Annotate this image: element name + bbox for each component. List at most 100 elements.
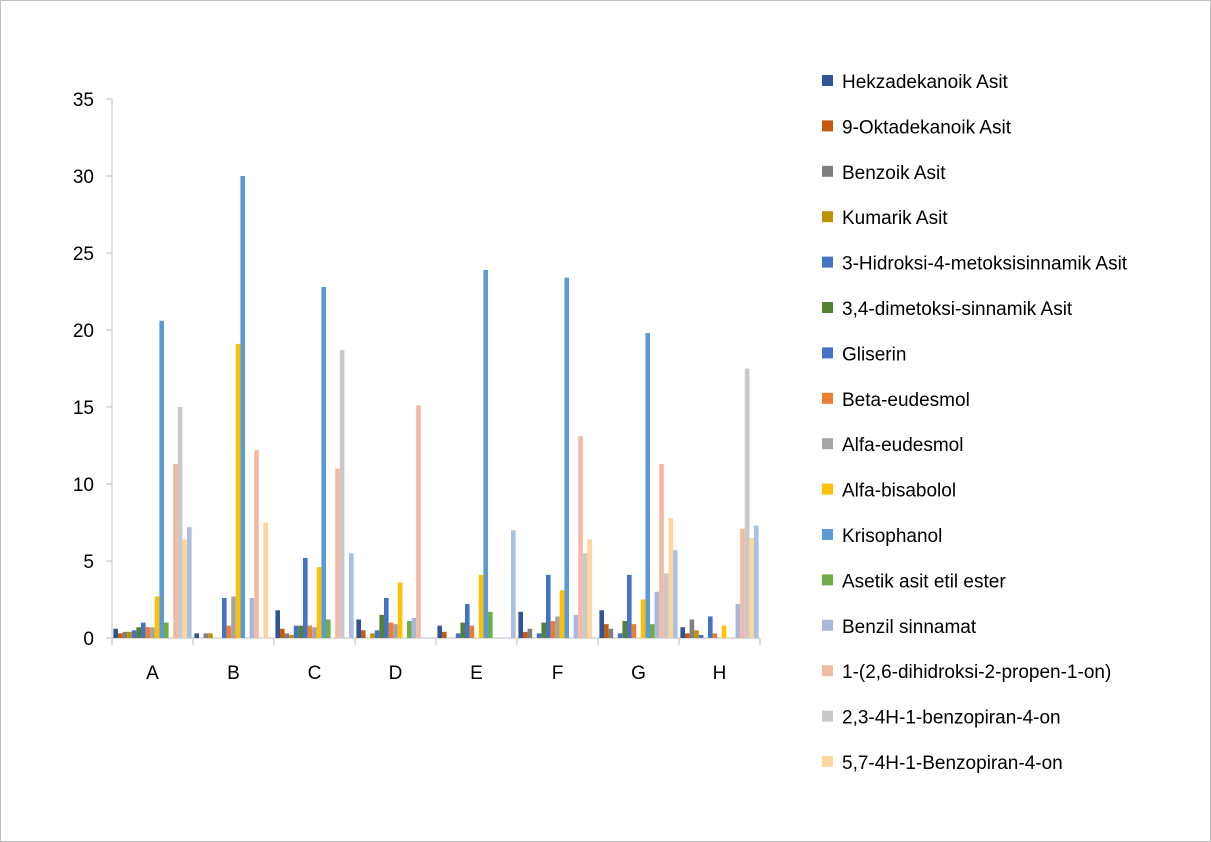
- bar: [240, 176, 245, 638]
- x-tick-label: C: [308, 663, 322, 684]
- legend-swatch: [822, 710, 833, 722]
- legend-label: 3-Hidroksi-4-metoksisinnamik Asit: [842, 254, 1128, 275]
- legend-label: 1-(2,6-dihidroksi-2-propen-1-on): [842, 662, 1111, 683]
- bar: [316, 567, 322, 638]
- legend-swatch: [822, 574, 833, 586]
- bar: [511, 530, 516, 638]
- bar: [150, 627, 155, 638]
- legend-swatch: [822, 619, 833, 631]
- bar: [437, 625, 442, 638]
- bar: [546, 574, 551, 638]
- bar: [275, 610, 280, 638]
- x-tick-label: A: [146, 663, 159, 684]
- bar: [312, 627, 317, 638]
- x-tick-label: D: [389, 663, 403, 684]
- bar: [617, 633, 623, 638]
- bar: [226, 625, 232, 638]
- legend-swatch: [822, 665, 833, 677]
- bar: [280, 628, 285, 638]
- bar: [249, 597, 255, 638]
- bar: [754, 525, 759, 638]
- y-tick-label: 30: [73, 167, 94, 188]
- legend-label: Gliserin: [842, 344, 906, 365]
- bar: [708, 616, 713, 638]
- legend-swatch: [822, 756, 833, 767]
- bar: [640, 599, 646, 638]
- bar: [478, 574, 484, 638]
- bar: [650, 624, 655, 638]
- bar: [222, 597, 227, 638]
- bar: [370, 633, 375, 638]
- bar: [335, 468, 340, 638]
- legend-label: Alfa-eudesmol: [842, 435, 963, 456]
- legend: Hekzadekanoik Asit 9-Oktadekanoik Asit Ben…: [822, 72, 1128, 774]
- bar: [321, 286, 326, 638]
- bar: [384, 597, 389, 638]
- bar: [622, 621, 627, 638]
- legend-swatch: [822, 211, 833, 223]
- bar: [231, 596, 236, 638]
- bar: [712, 633, 718, 638]
- x-tick-label: G: [631, 663, 646, 684]
- bar: [263, 522, 268, 638]
- bar: [680, 627, 685, 638]
- bar: [374, 630, 380, 638]
- bar: [455, 633, 461, 638]
- bar: [578, 436, 583, 638]
- bar: [303, 557, 308, 638]
- legend-swatch: [822, 75, 833, 86]
- bar: [608, 628, 614, 638]
- bar: [749, 537, 754, 638]
- bar: [154, 596, 160, 638]
- legend-swatch: [822, 256, 833, 268]
- bar: [356, 619, 361, 638]
- legend-swatch: [822, 438, 833, 450]
- bar: [113, 628, 118, 638]
- bar: [293, 625, 299, 638]
- bar: [599, 610, 604, 638]
- x-tick-label: B: [227, 663, 240, 684]
- bar: [582, 553, 588, 638]
- legend-swatch: [822, 529, 833, 540]
- bar: [518, 611, 523, 638]
- x-tick-label: E: [470, 663, 483, 684]
- y-tick-label: 15: [73, 398, 94, 419]
- legend-label: Benzoik Asit: [842, 163, 946, 184]
- bar: [685, 633, 690, 638]
- bar: [645, 333, 650, 638]
- bar: [523, 631, 528, 638]
- bar: [298, 625, 303, 638]
- y-tick-label: 5: [83, 552, 94, 573]
- bar: [361, 630, 366, 638]
- legend-swatch: [822, 347, 833, 359]
- bar: [407, 621, 412, 638]
- bar: [235, 343, 241, 638]
- bar: [187, 527, 192, 638]
- legend-swatch: [822, 302, 833, 313]
- bar: [416, 405, 421, 638]
- bar: [379, 614, 384, 638]
- bar: [541, 622, 546, 638]
- legend-label: Alfa-bisabolol: [842, 481, 956, 502]
- bar: [550, 621, 556, 638]
- bar: [173, 463, 178, 638]
- bar: [118, 633, 123, 638]
- legend-label: Krisophanol: [842, 526, 942, 547]
- bar: [164, 622, 169, 638]
- bar: [122, 631, 128, 638]
- legend-label: 3,4-dimetoksi-sinnamik Asit: [842, 299, 1073, 320]
- bar: [177, 407, 183, 638]
- bar: [393, 624, 398, 638]
- y-tick-label: 20: [73, 321, 94, 342]
- legend-swatch: [822, 165, 833, 177]
- bar: [326, 619, 331, 638]
- bar: [411, 617, 417, 638]
- legend-label: 5,7-4H-1-Benzopiran-4-on: [842, 753, 1063, 774]
- y-tick-label: 35: [73, 90, 94, 111]
- bar: [694, 630, 699, 638]
- plot-area: 0 5 10 15 20 25 30 35 A B C D E F G H: [73, 90, 761, 684]
- bar: [442, 631, 447, 638]
- legend-label: Benzil sinnamat: [842, 617, 977, 638]
- bar: [307, 625, 313, 638]
- bar: [668, 517, 673, 638]
